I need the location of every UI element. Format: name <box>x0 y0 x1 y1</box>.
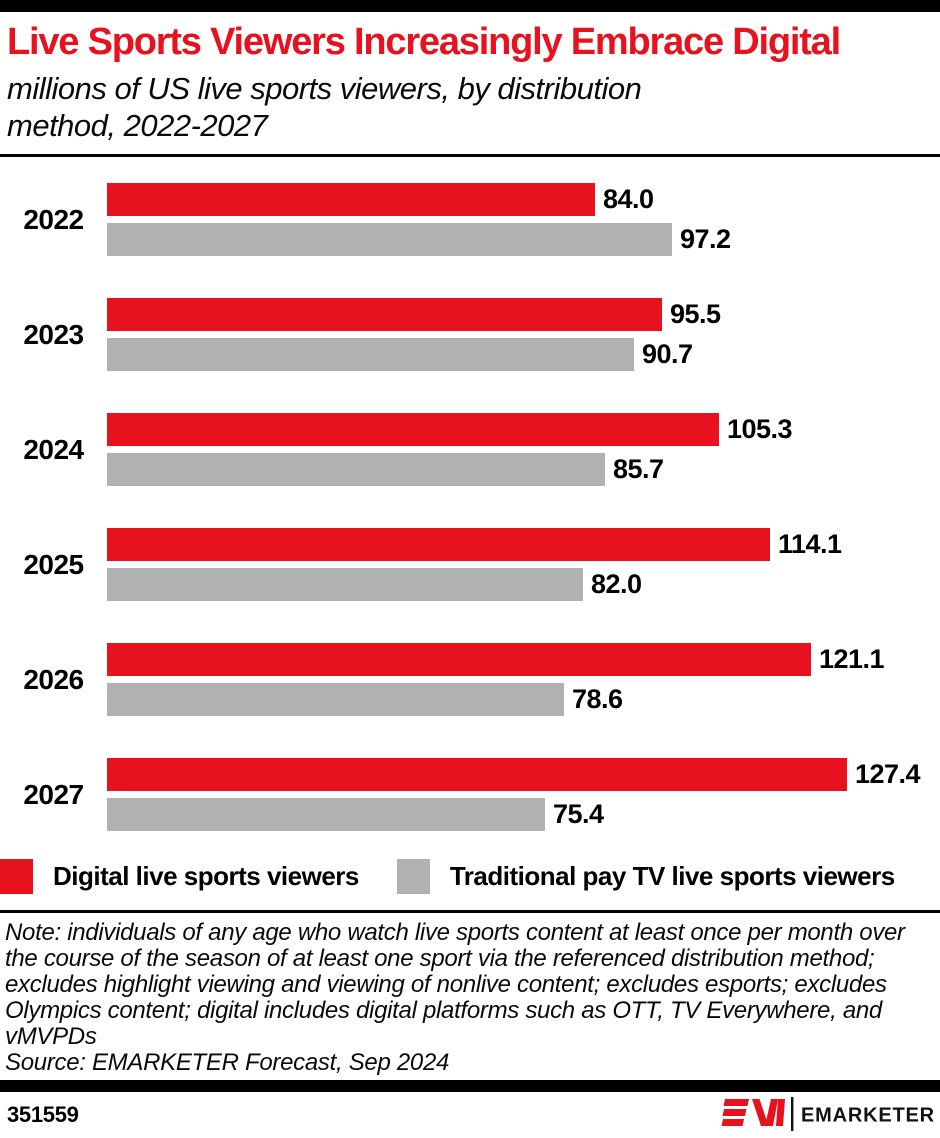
bar-tv <box>107 453 605 486</box>
emarketer-logo-svg: EMARKETER <box>721 1097 935 1131</box>
logo-e-mark <box>721 1099 749 1126</box>
bar-row-tv: 85.7 <box>107 453 940 486</box>
bar-row-digital: 114.1 <box>107 528 940 561</box>
bottom-accent-bar <box>0 1080 940 1092</box>
value-label-digital: 127.4 <box>855 759 921 789</box>
logo-m-mark <box>752 1099 785 1126</box>
page-title: Live Sports Viewers Increasingly Embrace… <box>7 21 841 63</box>
bar-row-tv: 97.2 <box>107 223 940 256</box>
chart-id: 351559 <box>7 1102 79 1127</box>
bar-row-tv: 90.7 <box>107 338 940 371</box>
bar-stack: 121.1 78.6 <box>107 643 940 716</box>
bar-stack: 127.4 75.4 <box>107 758 940 831</box>
chart-row-group: 2022 84.0 97.2 <box>0 183 940 256</box>
value-label-tv: 75.4 <box>553 799 604 829</box>
legend-item-digital: Digital live sports viewers <box>0 859 359 894</box>
bar-tv <box>107 798 545 831</box>
bar-digital <box>107 528 770 561</box>
year-label: 2022 <box>23 203 84 235</box>
bar-digital <box>107 413 719 446</box>
bar-stack: 84.0 97.2 <box>107 183 940 256</box>
header-divider <box>0 154 940 157</box>
bar-digital <box>107 183 595 216</box>
top-accent-bar <box>0 0 940 12</box>
bar-stack: 95.5 90.7 <box>107 298 940 371</box>
chart-row-group: 2024 105.3 85.7 <box>0 413 940 486</box>
value-label-tv: 78.6 <box>572 684 623 714</box>
bar-tv <box>107 568 583 601</box>
bar-row-digital: 84.0 <box>107 183 940 216</box>
header: Live Sports Viewers Increasingly Embrace… <box>0 22 940 144</box>
bar-digital <box>107 643 811 676</box>
chart-row-group: 2025 114.1 82.0 <box>0 528 940 601</box>
legend-label-digital: Digital live sports viewers <box>53 861 359 891</box>
emarketer-logo: EMARKETER <box>721 1096 936 1134</box>
bar-row-digital: 105.3 <box>107 413 940 446</box>
value-label-digital: 84.0 <box>603 184 654 214</box>
bar-stack: 114.1 82.0 <box>107 528 940 601</box>
year-label: 2023 <box>23 318 84 350</box>
value-label-tv: 85.7 <box>613 454 664 484</box>
chart-row-group: 2026 121.1 78.6 <box>0 643 940 716</box>
bar-tv <box>107 338 634 371</box>
bar-row-digital: 121.1 <box>107 643 940 676</box>
note-text: Note: individuals of any age who watch l… <box>5 919 905 1050</box>
year-label: 2025 <box>23 548 84 580</box>
value-label-digital: 105.3 <box>727 414 793 444</box>
bar-stack: 105.3 85.7 <box>107 413 940 486</box>
source-text: Source: EMARKETER Forecast, Sep 2024 <box>5 1049 450 1076</box>
value-label-tv: 90.7 <box>642 339 693 369</box>
year-label: 2027 <box>23 778 84 810</box>
bar-tv <box>107 223 672 256</box>
note-divider <box>0 910 940 913</box>
bar-row-tv: 78.6 <box>107 683 940 716</box>
legend: Digital live sports viewers Traditional … <box>0 859 940 894</box>
page-subtitle: millions of US live sports viewers, by d… <box>7 71 642 143</box>
bar-row-digital: 127.4 <box>107 758 940 791</box>
footer: 351559 EMARKETER <box>0 1092 940 1138</box>
legend-label-tv: Traditional pay TV live sports viewers <box>449 861 895 891</box>
chart-row-group: 2027 127.4 75.4 <box>0 758 940 831</box>
bar-tv <box>107 683 564 716</box>
year-label: 2026 <box>23 663 84 695</box>
logo-divider <box>791 1097 794 1131</box>
bar-digital <box>107 758 847 791</box>
bar-chart: 2022 84.0 97.2 2023 95.5 90.7 2024 105.3 85.7 202… <box>0 183 940 831</box>
legend-swatch-digital <box>0 859 33 894</box>
bar-row-tv: 75.4 <box>107 798 940 831</box>
value-label-digital: 121.1 <box>819 644 885 674</box>
value-label-digital: 95.5 <box>670 299 721 329</box>
legend-swatch-tv <box>396 859 430 894</box>
legend-item-tv: Traditional pay TV live sports viewers <box>396 859 895 894</box>
year-label: 2024 <box>23 433 84 465</box>
value-label-tv: 97.2 <box>680 224 731 254</box>
logo-wordmark: EMARKETER <box>801 1105 935 1127</box>
value-label-tv: 82.0 <box>591 569 642 599</box>
bar-row-tv: 82.0 <box>107 568 940 601</box>
bar-row-digital: 95.5 <box>107 298 940 331</box>
bar-digital <box>107 298 662 331</box>
chart-row-group: 2023 95.5 90.7 <box>0 298 940 371</box>
value-label-digital: 114.1 <box>778 529 842 559</box>
